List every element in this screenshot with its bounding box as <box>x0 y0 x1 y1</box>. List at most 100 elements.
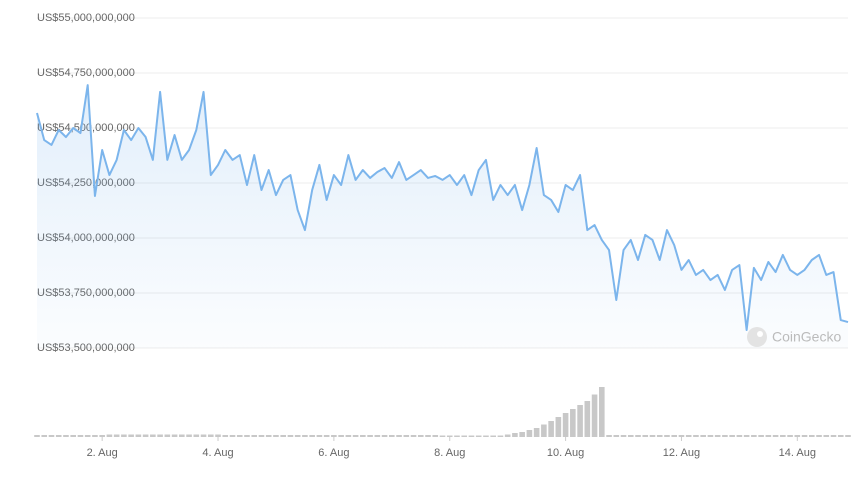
volume-bar <box>70 435 77 437</box>
volume-bar <box>258 435 265 437</box>
volume-bar <box>34 435 40 437</box>
volume-bar <box>77 435 84 437</box>
volume-bar <box>461 435 468 437</box>
volume-bar <box>729 435 735 437</box>
volume-bar <box>280 435 286 437</box>
volume-bar <box>331 435 337 437</box>
volume-bar <box>99 435 105 437</box>
x-tick-label: 2. Aug <box>87 447 118 459</box>
volume-bar <box>41 435 48 437</box>
volume-bar <box>801 435 808 437</box>
volume-bar <box>186 434 192 437</box>
volume-bar <box>780 435 786 437</box>
volume-bar <box>229 435 236 437</box>
volume-bar <box>497 435 504 437</box>
volume-bar <box>179 434 185 437</box>
volume-bar <box>215 434 221 437</box>
volume-bar <box>193 434 200 437</box>
volume-bar <box>642 435 649 437</box>
volume-bar <box>685 435 692 437</box>
volume-bar <box>128 434 134 437</box>
volume-bar <box>106 434 113 437</box>
volume-bar <box>772 435 779 437</box>
volume-bar <box>541 424 547 437</box>
volume-bar <box>693 435 699 437</box>
watermark-text: CoinGecko <box>772 329 841 345</box>
volume-bar <box>446 435 453 437</box>
volume-bar <box>200 434 207 437</box>
volume-bar <box>649 435 656 437</box>
volume-bar <box>584 401 591 437</box>
volume-bar <box>150 434 156 437</box>
volume-bar <box>808 435 815 437</box>
volume-bar <box>273 435 279 437</box>
volume-bar <box>577 405 583 437</box>
volume-bar <box>439 435 446 437</box>
volume-bar <box>403 435 410 437</box>
volume-bar <box>570 409 576 437</box>
volume-bar <box>157 434 163 437</box>
volume-bar <box>323 435 330 437</box>
volume-bar <box>164 434 171 437</box>
volume-bar <box>345 435 352 437</box>
volume-bar <box>113 434 120 437</box>
volume-bar <box>338 435 344 437</box>
volume-bar <box>207 434 214 437</box>
volume-bar <box>475 435 482 437</box>
plot: US$53,500,000,000US$53,750,000,000US$54,… <box>34 12 851 459</box>
volume-bar <box>410 435 417 437</box>
volume-bar <box>265 435 272 437</box>
volume-bar <box>236 435 243 437</box>
x-tick-label: 8. Aug <box>434 447 465 459</box>
volume-bar <box>714 435 721 437</box>
volume-bar <box>121 434 127 437</box>
y-tick-label: US$54,750,000,000 <box>37 67 135 79</box>
volume-bar <box>765 435 772 437</box>
volume-bar <box>743 435 750 437</box>
volume-bar <box>816 435 822 437</box>
volume-bar <box>656 435 663 437</box>
watermark: CoinGecko <box>747 327 841 347</box>
volume-bar <box>367 435 373 437</box>
volume-bar <box>48 435 55 437</box>
volume-bar <box>454 435 460 437</box>
volume-bar <box>526 430 533 437</box>
volume-bar <box>294 435 301 437</box>
volume-bar <box>352 435 359 437</box>
volume-bar <box>381 435 388 437</box>
volume-bar <box>316 435 323 437</box>
volume-bar <box>758 435 764 437</box>
volume-bar <box>635 435 641 437</box>
volume-bar <box>736 435 743 437</box>
volume-bar <box>490 435 496 437</box>
volume-bar <box>468 435 475 437</box>
volume-bar <box>794 435 801 437</box>
volume-bar <box>483 435 489 437</box>
volume-bar <box>432 435 439 437</box>
volume-bar <box>620 435 627 437</box>
volume-bar <box>512 433 518 437</box>
volume-bar <box>533 428 540 437</box>
volume-bar <box>823 435 830 437</box>
volume-bar <box>396 435 402 437</box>
volume-bar <box>222 435 229 437</box>
volume-bar <box>837 435 844 437</box>
volume-bar <box>244 435 250 437</box>
volume-bar <box>389 435 395 437</box>
y-tick-label: US$55,000,000,000 <box>37 12 135 24</box>
volume-bar <box>171 434 178 437</box>
volume-bar <box>845 435 851 437</box>
volume-bar <box>92 435 98 437</box>
volume-bar <box>722 435 728 437</box>
volume-bar <box>555 417 562 437</box>
volume-bar <box>63 435 69 437</box>
volume-bar <box>374 435 381 437</box>
volume-bar <box>606 435 612 437</box>
volume-bar <box>425 435 431 437</box>
x-tick-label: 12. Aug <box>663 447 700 459</box>
volume-bar <box>135 434 142 437</box>
volume-bar <box>84 435 91 437</box>
volume-bar <box>787 435 793 437</box>
volume-bar <box>309 435 315 437</box>
